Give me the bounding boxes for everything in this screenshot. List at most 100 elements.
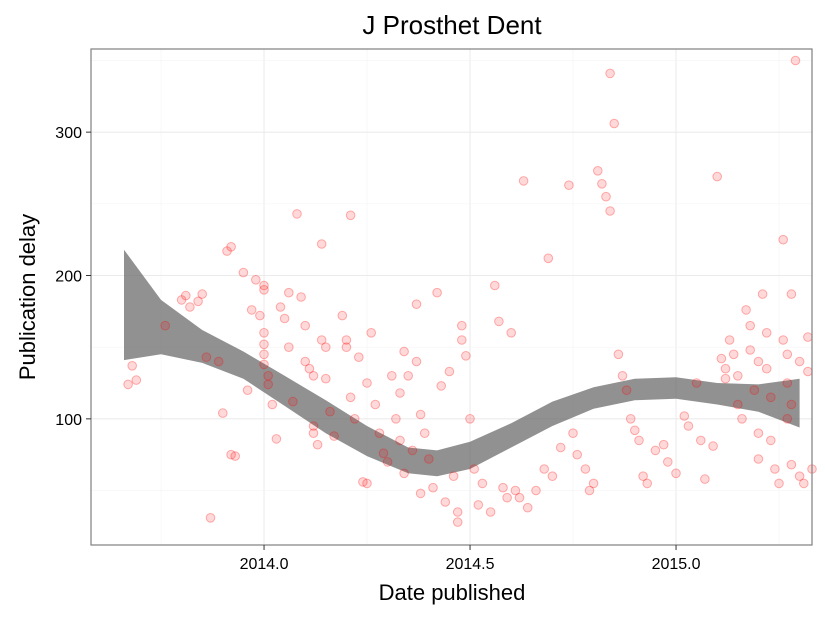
data-point (308, 421, 319, 431)
data-point (181, 290, 191, 301)
data-point (300, 320, 311, 331)
data-point (547, 471, 558, 482)
data-point (605, 206, 615, 216)
data-point (724, 335, 735, 345)
data-point (617, 371, 628, 381)
data-point (259, 349, 269, 360)
x-axis-ticks: 2014.0 2014.5 2015.0 (240, 545, 701, 573)
data-point (782, 414, 793, 424)
data-point (766, 392, 776, 403)
data-point (745, 320, 756, 331)
data-point (452, 517, 463, 527)
data-point (572, 449, 583, 460)
data-point (597, 179, 607, 189)
data-point (391, 414, 401, 424)
data-point (259, 280, 269, 291)
data-point (444, 366, 455, 377)
data-point (691, 378, 702, 388)
data-point (387, 371, 397, 381)
data-point (613, 349, 624, 360)
data-point (321, 342, 331, 353)
data-point (502, 492, 512, 503)
data-point (411, 299, 422, 310)
data-point (284, 342, 294, 353)
data-point (522, 502, 533, 513)
data-point (720, 363, 731, 374)
data-point (185, 302, 195, 312)
data-point (510, 485, 521, 496)
data-point (411, 356, 422, 367)
y-tick-label: 100 (55, 412, 82, 429)
x-axis-title: Date published (379, 580, 526, 605)
data-point (259, 359, 269, 370)
data-point (498, 482, 508, 493)
data-point (737, 414, 747, 424)
data-point (733, 371, 743, 381)
data-point (799, 478, 809, 489)
data-point (650, 445, 661, 456)
data-point (720, 373, 731, 384)
data-point (275, 302, 286, 312)
data-point (345, 392, 356, 403)
data-point (255, 310, 265, 321)
y-axis-ticks: 100 200 300 (55, 125, 91, 429)
data-point (329, 431, 339, 441)
data-point (753, 428, 764, 439)
data-point (370, 399, 381, 410)
data-point (321, 373, 331, 384)
data-point (407, 445, 418, 456)
data-point (378, 448, 389, 459)
data-point (663, 457, 673, 467)
data-point (345, 210, 356, 221)
data-point (176, 295, 187, 305)
data-point (197, 289, 207, 299)
data-point (770, 464, 780, 474)
data-point (341, 342, 352, 353)
data-point (292, 209, 302, 219)
data-point (288, 396, 298, 407)
data-point (506, 328, 517, 338)
data-point (790, 55, 801, 66)
data-point (461, 351, 471, 361)
data-point (580, 464, 591, 474)
data-point (658, 439, 669, 450)
grid-lines (91, 49, 812, 545)
data-point (514, 492, 525, 503)
data-point (749, 385, 760, 396)
data-point (403, 371, 414, 381)
data-point (642, 478, 653, 489)
data-point (238, 267, 249, 278)
data-point (708, 441, 718, 451)
data-point (284, 287, 294, 298)
data-point (457, 320, 467, 331)
data-point (218, 408, 228, 418)
data-point (395, 388, 405, 398)
data-point (452, 507, 463, 517)
data-point (193, 296, 203, 307)
data-point (782, 349, 793, 360)
data-point (564, 180, 574, 190)
points-layer (123, 55, 817, 527)
data-point (625, 414, 636, 424)
data-point (312, 439, 323, 450)
data-point (263, 371, 274, 381)
data-point (279, 313, 290, 324)
data-point (518, 176, 529, 186)
data-point (457, 335, 467, 345)
data-point (349, 414, 360, 424)
data-point (782, 378, 793, 388)
data-point (415, 409, 426, 420)
y-tick-label: 300 (55, 125, 82, 142)
data-point (761, 363, 772, 374)
data-point (341, 335, 352, 345)
data-point (794, 471, 805, 482)
data-point (473, 500, 484, 510)
data-point (605, 68, 615, 79)
data-point (300, 356, 311, 367)
data-point (477, 478, 488, 489)
panel-border (90, 48, 813, 546)
data-point (696, 435, 706, 446)
data-point (753, 454, 764, 464)
y-tick-label: 200 (55, 268, 82, 285)
data-point (230, 451, 240, 461)
